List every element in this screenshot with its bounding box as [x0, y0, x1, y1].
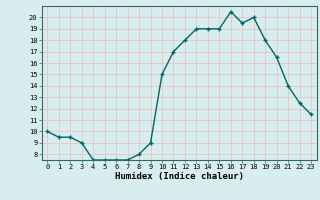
X-axis label: Humidex (Indice chaleur): Humidex (Indice chaleur) — [115, 172, 244, 181]
